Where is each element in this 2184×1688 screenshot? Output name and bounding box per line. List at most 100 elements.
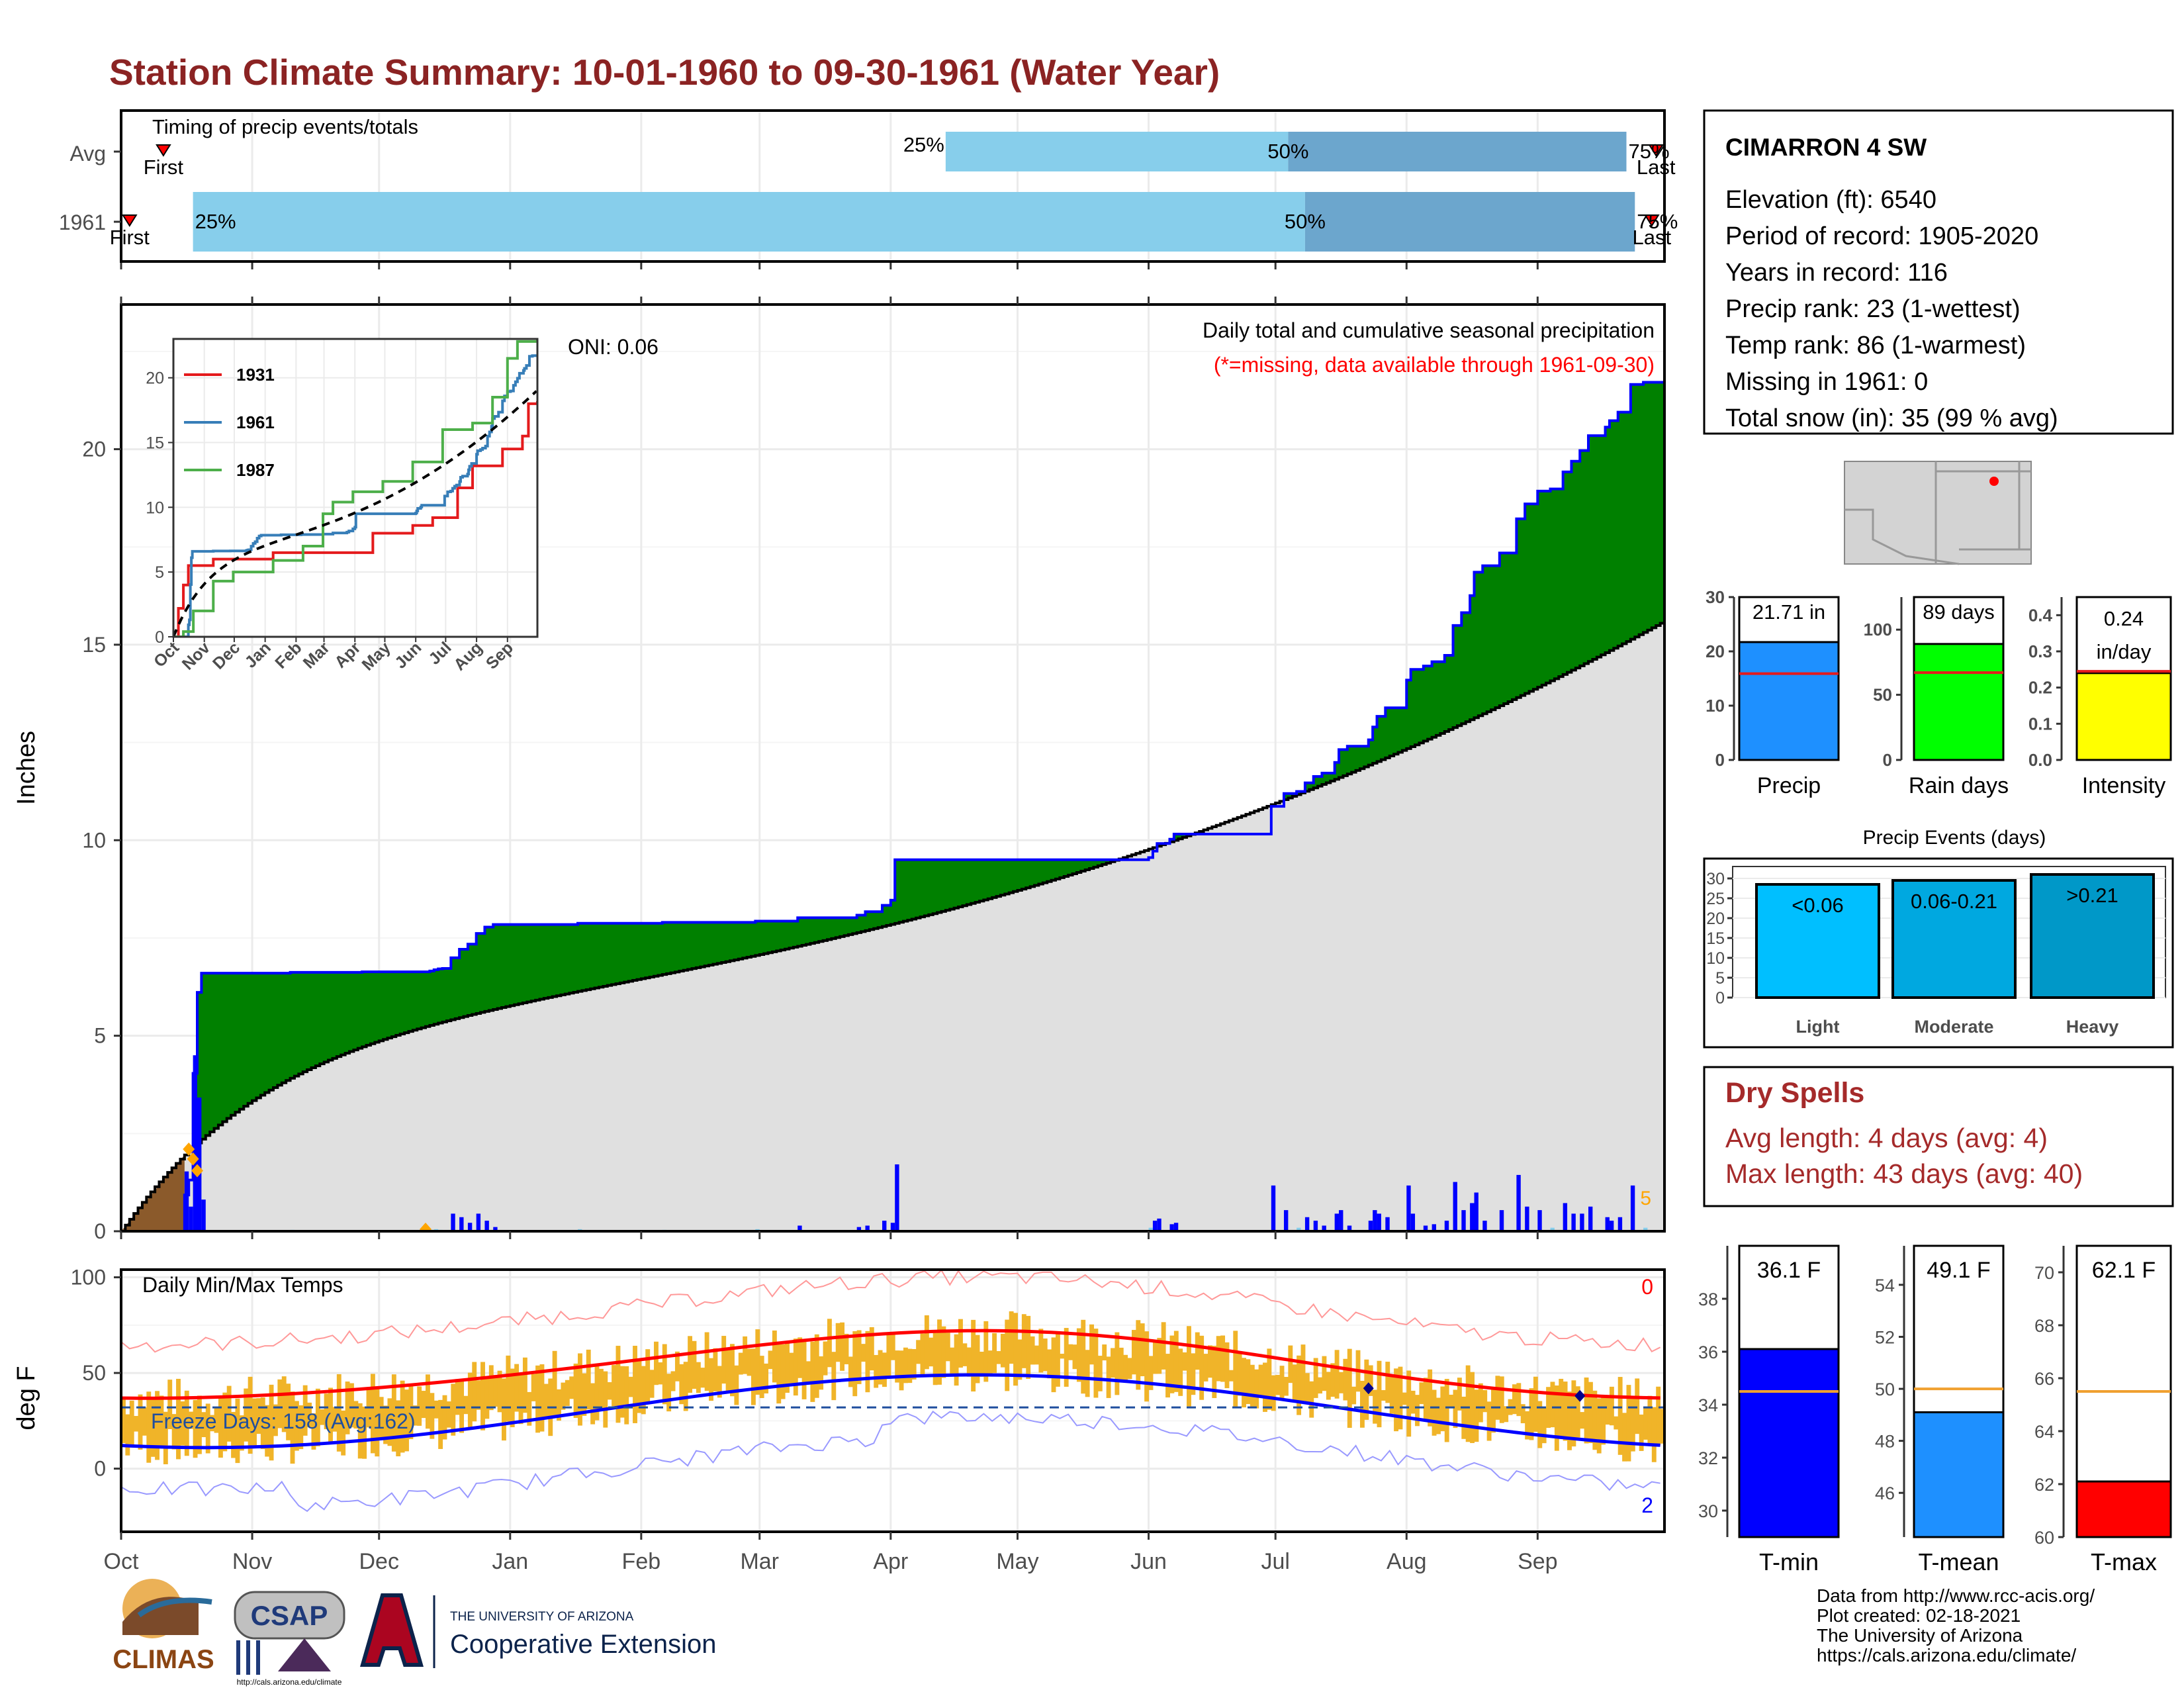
daily-precip-bar xyxy=(193,1055,198,1231)
daily-temp-bar xyxy=(878,1350,883,1385)
climas-logo-land xyxy=(122,1597,199,1635)
daily-temp-bar xyxy=(1076,1328,1081,1382)
daily-temp-bar xyxy=(624,1366,629,1425)
daily-precip-bar xyxy=(1643,1227,1648,1231)
daily-temp-bar xyxy=(1486,1401,1492,1441)
daily-temp-bar xyxy=(819,1356,824,1390)
precip-normal-area xyxy=(121,623,1664,1231)
daily-temp-bar xyxy=(937,1319,942,1385)
climas-logo: CLIMAS xyxy=(113,1579,214,1674)
daily-temp-bar xyxy=(391,1374,396,1452)
daily-temp-bar xyxy=(768,1350,773,1370)
daily-temp-bar xyxy=(1297,1355,1302,1415)
daily-temp-bar xyxy=(658,1362,663,1385)
temp-summary-value-label: 36.1 F xyxy=(1757,1258,1821,1283)
daily-temp-bar xyxy=(764,1363,769,1394)
temp-summary-ytick-label: 48 xyxy=(1875,1432,1895,1452)
temp-summary-ytick-label: 52 xyxy=(1875,1328,1895,1348)
daily-precip-bar xyxy=(1444,1221,1449,1231)
daily-precip-bar xyxy=(1152,1221,1158,1231)
footer-line: Data from http://www.rcc-acis.org/ xyxy=(1817,1585,2095,1606)
daily-temp-bar xyxy=(370,1374,375,1454)
temp-summary-bar-label: T-mean xyxy=(1918,1548,1999,1575)
max-record-count: 0 xyxy=(1641,1275,1653,1299)
daily-temp-bar xyxy=(615,1346,621,1423)
daily-temp-bar xyxy=(619,1366,625,1418)
daily-precip-bar xyxy=(1423,1225,1428,1231)
daily-temp-bar xyxy=(717,1366,722,1398)
daily-temp-bar xyxy=(307,1402,312,1427)
daily-temp-bar xyxy=(590,1383,596,1425)
events-bar-label: >0.21 xyxy=(2066,884,2118,907)
precip-ytick-label: 15 xyxy=(82,633,106,657)
summary-bar-label: Precip xyxy=(1757,773,1821,798)
daily-temp-bar xyxy=(1271,1375,1276,1411)
daily-temp-bar xyxy=(582,1373,587,1416)
daily-temp-bar xyxy=(1038,1329,1044,1373)
daily-temp-bar xyxy=(396,1400,401,1457)
daily-temp-bar xyxy=(1617,1377,1623,1455)
daily-temp-bar xyxy=(1575,1386,1580,1438)
daily-temp-bar xyxy=(971,1319,976,1392)
inset-ytick-label: 15 xyxy=(146,434,164,453)
summary-value-label: 0.24 xyxy=(2104,607,2144,630)
daily-precip-bar xyxy=(197,1097,202,1231)
daily-temp-bar xyxy=(1203,1354,1208,1382)
inset-legend-label: 1931 xyxy=(236,365,275,385)
daily-temp-bar xyxy=(945,1333,950,1362)
summary-ytick-label: 0.2 xyxy=(2028,678,2052,698)
daily-temp-bar xyxy=(1415,1395,1420,1427)
daily-precip-bar xyxy=(459,1217,464,1231)
summary-ytick-label: 20 xyxy=(1706,641,1725,661)
daily-temp-bar xyxy=(882,1352,887,1387)
daily-temp-bar xyxy=(1326,1372,1331,1400)
daily-precip-bar xyxy=(1482,1221,1487,1231)
daily-temp-bar xyxy=(273,1404,278,1436)
precip-frame xyxy=(120,303,1666,1233)
temp-summary-ytick-label: 36 xyxy=(1698,1342,1718,1362)
daily-temp-bar xyxy=(1596,1398,1602,1454)
summary-ytick-label: 0.1 xyxy=(2028,714,2052,733)
daily-temp-bar xyxy=(277,1379,283,1429)
daily-precip-bar xyxy=(1537,1210,1542,1231)
normal-max-line xyxy=(121,1329,1661,1400)
daily-temp-bar xyxy=(603,1371,608,1428)
daily-temp-bar xyxy=(725,1348,731,1391)
daily-precip-bar xyxy=(1630,1185,1635,1231)
summary-ytick-label: 0 xyxy=(1883,750,1892,770)
daily-temp-bar xyxy=(311,1413,316,1450)
temp-summary-bar-label: T-min xyxy=(1759,1548,1819,1575)
arizona-logo: THE UNIVERSITY OF ARIZONA Cooperative Ex… xyxy=(360,1593,716,1668)
daily-temp-bar xyxy=(827,1319,832,1368)
daily-temp-bar xyxy=(129,1400,134,1446)
daily-temp-bar xyxy=(823,1341,828,1376)
daily-temp-bar xyxy=(302,1385,308,1436)
daily-precip-bar xyxy=(1385,1217,1390,1231)
daily-temp-bar xyxy=(1605,1397,1610,1425)
daily-precip-bar xyxy=(1453,1182,1457,1231)
daily-precip-bar xyxy=(1169,1224,1174,1231)
csap-logo-text: CSAP xyxy=(251,1600,328,1631)
month-label-mar: Mar xyxy=(740,1549,779,1574)
daily-temp-bar xyxy=(408,1385,414,1440)
daily-precip-bar xyxy=(1432,1224,1436,1231)
daily-temp-bar xyxy=(1343,1358,1348,1401)
precip-ytick-label: 5 xyxy=(94,1024,106,1048)
precip-note: Daily total and cumulative seasonal prec… xyxy=(1203,318,1655,342)
inset-legend-label: 1987 xyxy=(236,460,275,480)
daily-temp-bar xyxy=(950,1347,955,1376)
station-info-line: Temp rank: 86 (1-warmest) xyxy=(1725,332,2026,359)
daily-precip-bar xyxy=(895,1164,899,1231)
daily-precip-bar xyxy=(882,1221,887,1231)
daily-precip-bar xyxy=(1313,1221,1318,1231)
daily-temp-bar xyxy=(907,1348,913,1383)
temp-summary-ytick-label: 32 xyxy=(1698,1448,1718,1468)
daily-temp-bar xyxy=(1440,1386,1445,1432)
daily-temp-bar xyxy=(1478,1383,1483,1423)
daily-temp-bar xyxy=(543,1383,549,1417)
daily-temp-bar xyxy=(1541,1407,1547,1444)
temp-summary-value-label: 62.1 F xyxy=(2092,1258,2156,1283)
daily-temp-bar xyxy=(1118,1347,1124,1382)
